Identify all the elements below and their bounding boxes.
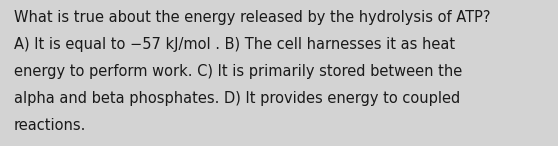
Text: What is true about the energy released by the hydrolysis of ATP?: What is true about the energy released b…	[14, 10, 490, 25]
Text: A) It is equal to −57 kJ/mol . B) The cell harnesses it as heat: A) It is equal to −57 kJ/mol . B) The ce…	[14, 37, 455, 52]
Text: reactions.: reactions.	[14, 118, 86, 133]
Text: alpha and beta phosphates. D) It provides energy to coupled: alpha and beta phosphates. D) It provide…	[14, 91, 460, 106]
Text: energy to perform work. C) It is primarily stored between the: energy to perform work. C) It is primari…	[14, 64, 462, 79]
